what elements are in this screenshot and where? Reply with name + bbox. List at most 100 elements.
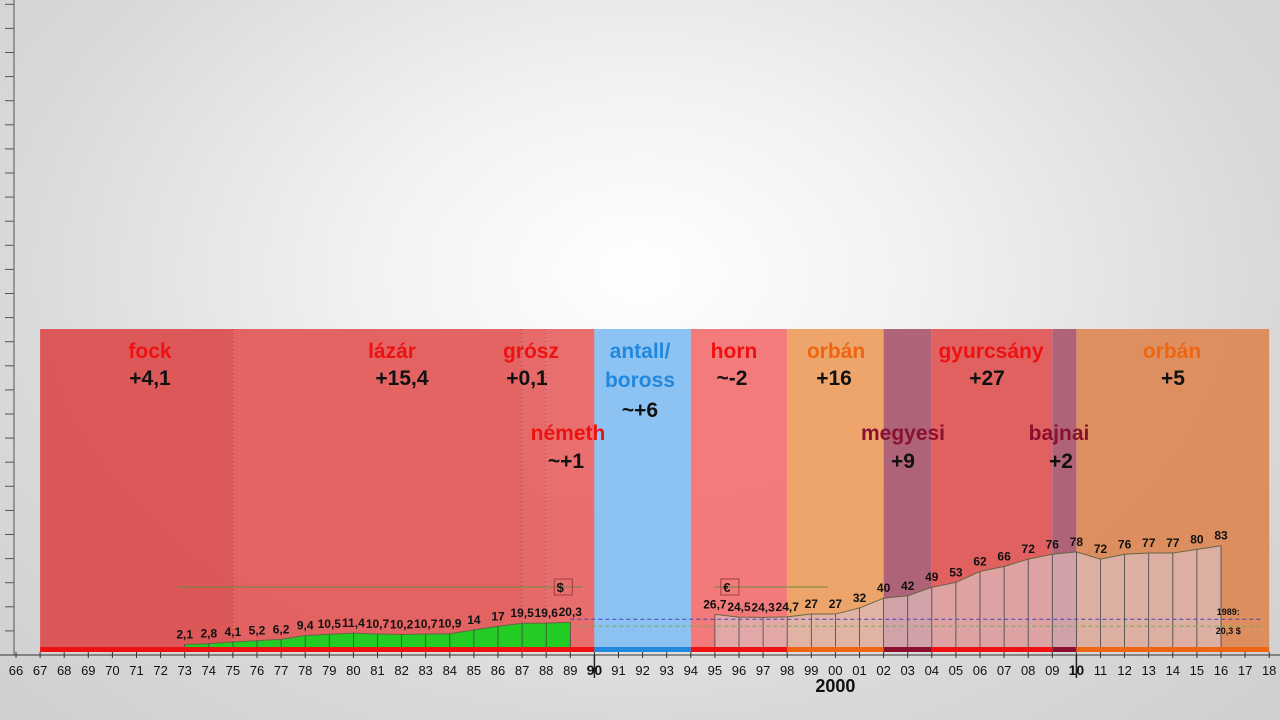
data-label-euro-1997: 24,3 bbox=[751, 600, 775, 614]
government-name-3: németh bbox=[531, 422, 606, 445]
data-label-euro-2002: 40 bbox=[877, 581, 891, 595]
data-label-dollar-1978: 9,4 bbox=[297, 619, 314, 633]
x-tick-label-08: 08 bbox=[1021, 663, 1035, 678]
x-tick-label-80: 80 bbox=[346, 663, 360, 678]
government-name-10: orbán bbox=[1143, 340, 1201, 363]
data-label-dollar-1987: 19,5 bbox=[510, 606, 534, 620]
data-label-euro-2014: 77 bbox=[1166, 536, 1180, 550]
data-label-euro-2010: 78 bbox=[1070, 535, 1084, 549]
data-label-dollar-1983: 10,7 bbox=[414, 617, 438, 631]
data-label-dollar-1975: 4,1 bbox=[225, 625, 242, 639]
government-band-3 bbox=[546, 329, 595, 647]
baseline-strip-0 bbox=[40, 647, 233, 652]
data-label-euro-2016: 83 bbox=[1214, 529, 1228, 543]
x-tick-label-74: 74 bbox=[202, 663, 216, 678]
government-name-4-line2: boross bbox=[605, 369, 675, 392]
data-label-dollar-1973: 2,1 bbox=[176, 627, 193, 641]
x-tick-label-17: 17 bbox=[1238, 663, 1252, 678]
x-tick-label-09: 09 bbox=[1045, 663, 1059, 678]
baseline-strip-4 bbox=[594, 647, 691, 652]
x-tick-label-13: 13 bbox=[1141, 663, 1155, 678]
x-tick-label-67: 67 bbox=[33, 663, 47, 678]
x-tick-label-18: 18 bbox=[1262, 663, 1276, 678]
government-change-4: ~+6 bbox=[622, 399, 658, 422]
x-tick-label-85: 85 bbox=[467, 663, 481, 678]
government-name-7: megyesi bbox=[861, 422, 945, 445]
x-tick-label-75: 75 bbox=[226, 663, 240, 678]
x-tick-label-96: 96 bbox=[732, 663, 746, 678]
data-label-dollar-1989: 20,3 bbox=[559, 605, 583, 619]
x-tick-label-84: 84 bbox=[443, 663, 457, 678]
government-band-4 bbox=[594, 329, 691, 647]
line-euro bbox=[714, 545, 1222, 618]
data-label-euro-2006: 62 bbox=[973, 554, 987, 568]
government-band-1 bbox=[232, 329, 523, 647]
government-name-2: grósz bbox=[503, 340, 559, 363]
data-label-euro-2004: 49 bbox=[925, 570, 939, 584]
baseline-strip-2 bbox=[522, 647, 547, 652]
data-label-dollar-1981: 10,7 bbox=[366, 617, 390, 631]
data-label-euro-1998: 24,7 bbox=[776, 600, 800, 614]
x-tick-label-92: 92 bbox=[635, 663, 649, 678]
x-tick-label-10: 10 bbox=[1069, 662, 1085, 678]
x-tick-label-73: 73 bbox=[177, 663, 191, 678]
x-tick-label-71: 71 bbox=[129, 663, 143, 678]
government-band-0 bbox=[40, 329, 233, 647]
data-label-euro-1995: 26,7 bbox=[703, 597, 727, 611]
x-tick-label-82: 82 bbox=[394, 663, 408, 678]
government-name-1: lázár bbox=[368, 340, 416, 363]
data-label-euro-2015: 80 bbox=[1190, 532, 1204, 546]
x-tick-label-94: 94 bbox=[684, 663, 698, 678]
government-band-6 bbox=[787, 329, 884, 647]
data-label-euro-2000: 27 bbox=[829, 597, 843, 611]
government-change-10: +5 bbox=[1161, 367, 1185, 390]
currency-bracket-1 bbox=[720, 578, 740, 596]
baseline-strip-7 bbox=[883, 647, 932, 652]
data-label-dollar-1986: 17 bbox=[491, 609, 505, 623]
data-label-dollar-1985: 14 bbox=[467, 613, 481, 627]
x-tick-label-06: 06 bbox=[973, 663, 987, 678]
government-band-2 bbox=[522, 329, 547, 647]
x-tick-label-88: 88 bbox=[539, 663, 553, 678]
x-tick-label-93: 93 bbox=[659, 663, 673, 678]
data-label-dollar-1977: 6,2 bbox=[273, 622, 290, 636]
data-label-euro-2009: 76 bbox=[1046, 537, 1060, 551]
x-tick-label-95: 95 bbox=[708, 663, 722, 678]
government-change-2: +0,1 bbox=[506, 367, 548, 390]
government-name-5: horn bbox=[711, 340, 758, 363]
reference-label-value: 20,3 $ bbox=[1216, 626, 1241, 636]
government-name-6: orbán bbox=[807, 340, 865, 363]
baseline-strip-6 bbox=[787, 647, 884, 652]
x-tick-label-79: 79 bbox=[322, 663, 336, 678]
data-label-euro-2012: 76 bbox=[1118, 537, 1132, 551]
data-label-euro-2011: 72 bbox=[1094, 542, 1108, 556]
x-tick-label-07: 07 bbox=[997, 663, 1011, 678]
data-label-euro-2001: 32 bbox=[853, 591, 867, 605]
data-label-euro-2013: 77 bbox=[1142, 536, 1156, 550]
x-tick-label-15: 15 bbox=[1190, 663, 1204, 678]
x-tick-label-83: 83 bbox=[418, 663, 432, 678]
x-tick-label-02: 02 bbox=[876, 663, 890, 678]
government-change-9: +2 bbox=[1049, 450, 1073, 473]
data-label-dollar-1982: 10,2 bbox=[390, 618, 414, 632]
x-tick-label-72: 72 bbox=[153, 663, 167, 678]
x-tick-label-00: 00 bbox=[828, 663, 842, 678]
baseline-strip-5 bbox=[690, 647, 788, 652]
data-label-dollar-1984: 10,9 bbox=[438, 617, 462, 631]
x-tick-label-81: 81 bbox=[370, 663, 384, 678]
x-tick-label-05: 05 bbox=[949, 663, 963, 678]
x-tick-label-89: 89 bbox=[563, 663, 577, 678]
government-change-6: +16 bbox=[816, 367, 852, 390]
x-tick-label-78: 78 bbox=[298, 663, 312, 678]
x-tick-label-16: 16 bbox=[1214, 663, 1228, 678]
area-euro bbox=[714, 545, 1221, 647]
government-name-8: gyurcsány bbox=[938, 340, 1043, 363]
x-tick-label-70: 70 bbox=[105, 663, 119, 678]
currency-bracket-0 bbox=[553, 578, 573, 596]
x-tick-label-14: 14 bbox=[1166, 663, 1180, 678]
data-label-dollar-1976: 5,2 bbox=[249, 624, 266, 638]
x-tick-label-87: 87 bbox=[515, 663, 529, 678]
x-tick-label-91: 91 bbox=[611, 663, 625, 678]
government-name-4: antall/ bbox=[610, 340, 671, 363]
